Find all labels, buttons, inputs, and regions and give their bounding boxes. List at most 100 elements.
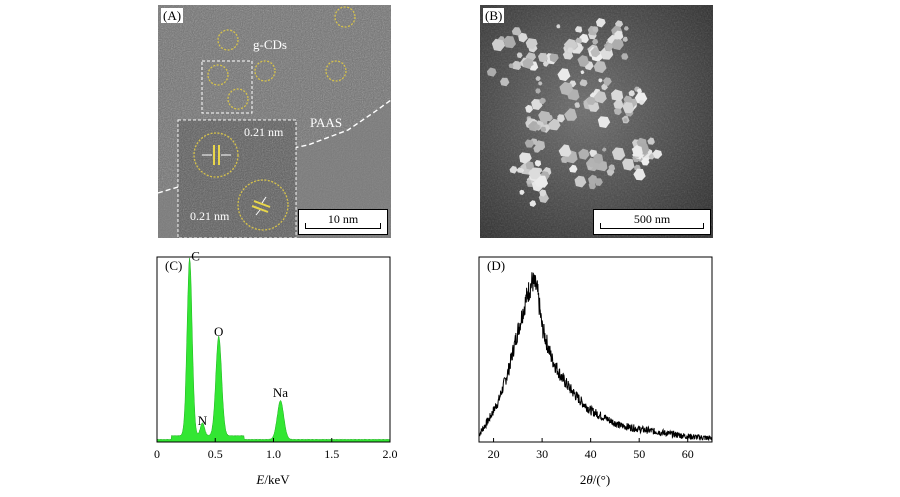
xrd-x-axis-title: 2θ/(°) (580, 472, 610, 487)
sem-particle (602, 147, 607, 152)
sem-particle (575, 26, 583, 33)
xrd-x-tick-label: 60 (682, 447, 694, 461)
sem-particle (611, 39, 624, 51)
sem-particle (633, 168, 646, 181)
sem-particle (511, 27, 522, 36)
sem-particle (540, 126, 547, 133)
sem-particle (577, 55, 589, 67)
sem-particle (500, 77, 510, 87)
eds-x-tick-label: 1.0 (266, 447, 281, 461)
sem-particle (491, 38, 506, 52)
sem-image-drawing (480, 5, 713, 238)
sem-particle (608, 164, 616, 171)
eds-x-tick-label: 1.5 (324, 447, 339, 461)
sem-particle (574, 175, 587, 188)
sem-particle (631, 145, 643, 157)
sem-particle (529, 200, 537, 207)
sem-particle (574, 102, 581, 108)
tem-image-drawing (158, 5, 391, 238)
sem-particle (503, 35, 516, 49)
sem-particle (516, 167, 523, 173)
sem-particle (613, 99, 624, 109)
sem-particle (538, 81, 543, 86)
sem-particle (639, 100, 645, 105)
eds-peak-label: Na (273, 385, 288, 400)
eds-peak-label: O (214, 324, 223, 339)
xrd-x-axis: 20 30 40 50 60 (488, 438, 694, 461)
xrd-plot-frame (478, 256, 713, 443)
sem-particle (525, 104, 533, 113)
sem-particle (593, 153, 604, 164)
sem-particle (594, 178, 603, 186)
sem-particle (538, 193, 549, 203)
sem-particle (634, 92, 648, 104)
sem-particle (598, 78, 603, 83)
eds-x-tick-label: 0.5 (208, 447, 223, 461)
sem-particle (538, 110, 551, 123)
sem-particle (542, 61, 549, 67)
sem-particle (594, 90, 607, 104)
sem-particle (636, 88, 642, 94)
sem-particle (641, 157, 650, 166)
sem-particle (586, 96, 596, 105)
sem-particle (592, 26, 599, 33)
sem-particle (525, 38, 538, 50)
sem-particle (623, 118, 628, 123)
sem-particle (652, 149, 663, 159)
sem-particle (534, 175, 549, 188)
eds-chart: 0 0.5 1.0 1.5 2.0 C N O Na (C) E/keV (140, 248, 410, 492)
sem-particle (623, 95, 633, 104)
eds-x-tick-label: 2.0 (383, 447, 398, 461)
lattice-spacing-top: 0.21 nm (244, 125, 284, 139)
sem-particle (578, 148, 590, 160)
xrd-x-tick-label: 40 (585, 447, 597, 461)
sem-particle (516, 52, 523, 59)
sem-particle (603, 77, 612, 86)
eds-x-axis-title: E/keV (255, 472, 290, 487)
sem-particle (511, 60, 522, 70)
sem-particle (538, 52, 548, 63)
sem-particle (509, 165, 518, 174)
xrd-x-tick-label: 50 (633, 447, 645, 461)
tem-image-panel: (A) g-CDs PAAS 0.21 nm 0.21 nm 10 nm (158, 5, 391, 238)
sem-particle (590, 47, 601, 58)
sem-particle (593, 60, 607, 74)
sem-image-panel: (B) 500 nm (480, 5, 713, 238)
sem-particle (628, 90, 635, 97)
sem-particle (526, 179, 532, 185)
sem-particle (611, 147, 626, 161)
sem-particle (556, 24, 561, 29)
sem-particle (518, 32, 528, 43)
sem-particle (579, 79, 588, 87)
sem-particle (508, 63, 514, 69)
sem-particle (539, 189, 547, 197)
panel-d-label: (D) (487, 258, 505, 273)
sem-particle (534, 140, 546, 150)
sem-particle (611, 89, 624, 102)
eds-chart-svg: 0 0.5 1.0 1.5 2.0 C N O Na (C) E/keV (154, 248, 398, 487)
sem-particle (559, 81, 574, 96)
sem-particle (589, 162, 594, 168)
eds-spectrum-area (156, 257, 391, 443)
sem-particle (522, 57, 534, 69)
sem-particle (564, 108, 578, 121)
sem-particle (563, 38, 578, 52)
sem-particle (621, 53, 629, 60)
panel-a-scale-text: 10 nm (327, 212, 359, 226)
panel-b-scale-bar: 500 nm (593, 209, 711, 235)
sem-particle (597, 116, 611, 128)
sem-particle (549, 53, 559, 63)
sem-particle (557, 114, 565, 122)
panel-a-scale-bar: 10 nm (298, 209, 388, 235)
eds-peak-labels: C N O Na (191, 248, 288, 428)
sem-particle (548, 118, 561, 131)
sem-particle (535, 88, 541, 94)
gcds-label: g-CDs (253, 37, 287, 52)
sem-particle (567, 47, 574, 53)
sem-particle (519, 189, 525, 195)
eds-x-tick-label: 0 (154, 447, 160, 461)
sem-particle (534, 124, 540, 130)
sem-particle (528, 167, 541, 180)
panel-a-scale-line (305, 223, 381, 229)
eds-peak-label: C (191, 252, 200, 263)
